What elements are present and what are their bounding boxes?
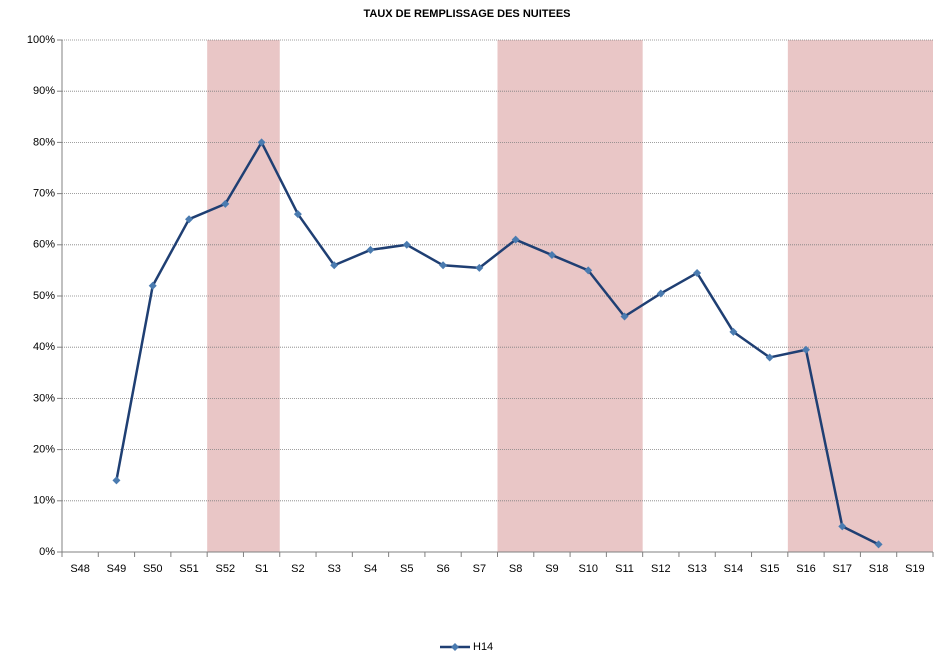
y-tick-label: 100%	[27, 34, 55, 46]
series-marker	[584, 266, 593, 275]
x-tick-label: S9	[545, 563, 558, 575]
x-tick-label: S10	[578, 563, 598, 575]
series-marker	[693, 268, 702, 277]
series-marker	[874, 540, 883, 549]
x-tick-label: S18	[869, 563, 889, 575]
series-marker	[221, 199, 230, 208]
y-tick-label: 30%	[33, 392, 55, 404]
x-tick-label: S49	[107, 563, 127, 575]
series-marker	[547, 251, 556, 260]
x-tick-label: S15	[760, 563, 780, 575]
x-tick-label: S6	[436, 563, 449, 575]
legend-marker	[451, 643, 459, 651]
y-tick-label: 20%	[33, 444, 55, 456]
highlight-band	[207, 40, 280, 552]
x-tick-label: S50	[143, 563, 163, 575]
x-tick-label: S7	[473, 563, 486, 575]
x-tick-label: S16	[796, 563, 816, 575]
series-marker	[112, 476, 121, 485]
x-tick-label: S17	[832, 563, 852, 575]
x-tick-label: S4	[364, 563, 377, 575]
series-marker	[838, 522, 847, 531]
x-tick-label: S3	[327, 563, 340, 575]
x-tick-label: S11	[615, 563, 634, 575]
y-tick-label: 40%	[33, 341, 55, 353]
series-marker	[475, 263, 484, 272]
x-tick-label: S5	[400, 563, 413, 575]
x-tick-label: S19	[905, 563, 925, 575]
y-tick-label: 60%	[33, 239, 55, 251]
series-marker	[366, 245, 375, 254]
x-tick-label: S13	[687, 563, 707, 575]
x-tick-label: S52	[216, 563, 236, 575]
x-tick-label: S14	[724, 563, 744, 575]
series-marker	[801, 345, 810, 354]
series-marker	[656, 289, 665, 298]
y-tick-label: 90%	[33, 85, 55, 97]
legend-label: H14	[473, 641, 493, 653]
series-marker	[765, 353, 774, 362]
x-tick-label: S51	[179, 563, 199, 575]
series-line	[115, 141, 880, 546]
series-marker	[402, 240, 411, 249]
x-tick-label: S8	[509, 563, 522, 575]
x-tick-label: S12	[651, 563, 671, 575]
y-tick-label: 70%	[33, 188, 55, 200]
y-tick-label: 50%	[33, 290, 55, 302]
series-marker	[729, 327, 738, 336]
series-marker	[330, 261, 339, 270]
x-tick-label: S1	[255, 563, 268, 575]
chart-title: TAUX DE REMPLISSAGE DES NUITEES	[364, 8, 571, 20]
x-tick-label: S2	[291, 563, 304, 575]
x-tick-label: S48	[70, 563, 90, 575]
y-tick-label: 80%	[33, 136, 55, 148]
series-marker	[439, 261, 448, 270]
series-marker	[257, 138, 266, 147]
y-tick-label: 0%	[39, 546, 55, 558]
series-marker	[511, 235, 520, 244]
series-marker	[185, 215, 194, 224]
series-marker	[293, 210, 302, 219]
y-tick-label: 10%	[33, 495, 55, 507]
series-marker	[148, 281, 157, 290]
series-marker	[620, 312, 629, 321]
